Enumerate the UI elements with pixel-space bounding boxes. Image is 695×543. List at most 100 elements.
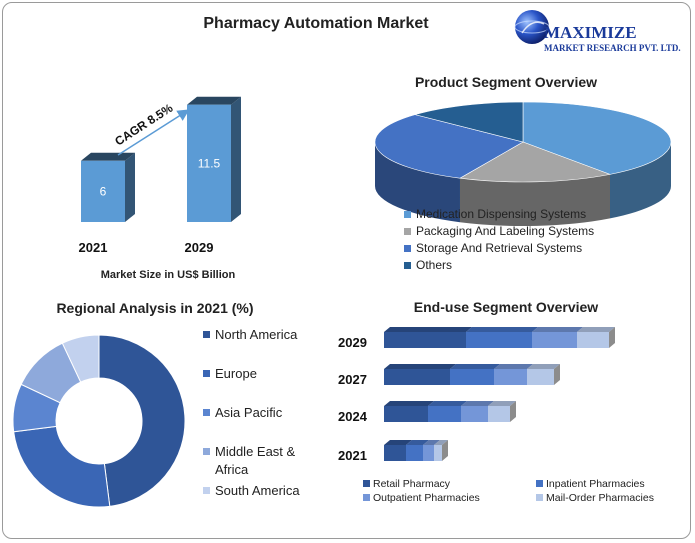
regional-legend-label: Asia Pacific [215,405,283,420]
regional-donut-slice [61,334,100,383]
market-bar [187,104,231,222]
end-use-bar-segment [527,369,554,385]
product-pie-slice-side [609,142,671,219]
end-use-bar-side [442,440,448,461]
market-bar-side [231,96,241,222]
end-use-category-label: 2024 [338,409,368,424]
regional-donut-chart [12,334,186,508]
cagr-arrow [117,109,190,156]
product-legend-swatch [404,262,411,269]
regional-legend-swatch [203,409,210,416]
end-use-bar-side [510,401,516,422]
end-use-bar-top [423,440,440,445]
end-use-stacked-bar-chart: 2029 2027 2024 2021 [338,327,615,463]
product-legend-label: Storage And Retrieval Systems [416,241,582,255]
regional-title: Regional Analysis in 2021 (%) [56,300,253,316]
product-legend-swatch [404,228,411,235]
regional-legend-label: North America [215,327,298,342]
end-use-bar-segment [428,406,461,422]
market-size-axis-label: Market Size in US$ Billion [101,269,236,281]
end-use-bar-segment [494,369,527,385]
end-use-bar-segment [577,332,609,348]
end-use-bar-top [494,364,533,369]
regional-legend-swatch [203,448,210,455]
end-use-bar-top [488,401,516,406]
end-use-bar-top [532,327,583,332]
product-pie-slice [459,141,612,183]
product-pie-slice [374,114,524,179]
end-use-legend-label: Mail-Order Pharmacies [546,492,654,504]
product-pie-slice-side [375,142,460,223]
end-use-bar-segment [384,369,450,385]
end-use-bar-top [428,401,467,406]
regional-legend-swatch [203,487,210,494]
end-use-legend-label: Outpatient Pharmacies [373,492,480,504]
market-bar-side [125,152,135,222]
end-use-bar-top [406,440,429,445]
end-use-category-label: 2027 [338,372,367,387]
end-use-bar-top [384,364,456,369]
market-bar-top [187,96,241,105]
end-use-bar-top [384,440,412,445]
logo-line2: MARKET RESEARCH PVT. LTD. [544,43,681,53]
end-use-bar-segment [434,445,442,461]
end-use-title: End-use Segment Overview [414,299,599,315]
market-bar-value-label: 6 [100,184,107,198]
end-use-bar-segment [450,369,494,385]
regional-legend-label: Europe [215,366,257,381]
regional-donut-slice [98,334,186,507]
end-use-bar-segment [532,332,577,348]
product-pie-slice-side [459,174,610,226]
regional-legend-label: South America [215,483,300,498]
end-use-legend-label: Inpatient Pharmacies [546,478,645,490]
product-segment-pie [374,101,672,226]
end-use-legend: Retail Pharmacy Inpatient Pharmacies Outpa… [363,478,654,504]
infographic-title: Pharmacy Automation Market [203,15,429,32]
end-use-bar-top [450,364,500,369]
end-use-bar-top [461,401,494,406]
product-segment-legend: Medication Dispensing Systems Packaging A… [404,207,594,272]
end-use-category-label: 2021 [338,448,367,463]
end-use-bar-top [527,364,560,369]
product-pie-slice [413,101,524,143]
product-legend-label: Medication Dispensing Systems [416,207,586,221]
product-legend-label: Packaging And Labeling Systems [416,224,594,238]
product-legend-swatch [404,211,411,218]
logo-line1: MAXIMIZE [544,23,637,42]
end-use-bar-top [434,440,448,445]
regional-legend: North America Europe Asia Pacific Middle Ea… [203,327,300,498]
end-use-legend-swatch [363,494,370,501]
end-use-bar-top [384,327,472,332]
end-use-bar-segment [406,445,423,461]
market-category-label: 2029 [185,240,214,255]
market-bar [81,160,125,222]
product-segment-title: Product Segment Overview [415,74,597,90]
end-use-bar-segment [488,406,510,422]
end-use-bar-segment [423,445,434,461]
end-use-category-label: 2029 [338,335,367,350]
end-use-bar-side [609,327,615,348]
globe-icon [515,10,549,44]
regional-legend-label: Africa [215,462,249,477]
end-use-bar-top [577,327,615,332]
end-use-legend-swatch [363,480,370,487]
regional-legend-label: Middle East & [215,444,296,459]
end-use-legend-swatch [536,480,543,487]
product-pie-slice [522,101,672,175]
market-bar-value-label: 11.5 [198,156,221,170]
end-use-bar-segment [384,445,406,461]
end-use-bar-segment [384,332,466,348]
product-legend-label: Others [416,258,452,272]
end-use-bar-segment [466,332,532,348]
market-bar-top [81,152,135,161]
regional-legend-swatch [203,370,210,377]
regional-donut-slice [13,425,111,508]
end-use-bar-top [466,327,538,332]
market-category-label: 2021 [79,240,108,255]
product-legend-swatch [404,245,411,252]
end-use-legend-swatch [536,494,543,501]
end-use-legend-label: Retail Pharmacy [373,478,451,490]
